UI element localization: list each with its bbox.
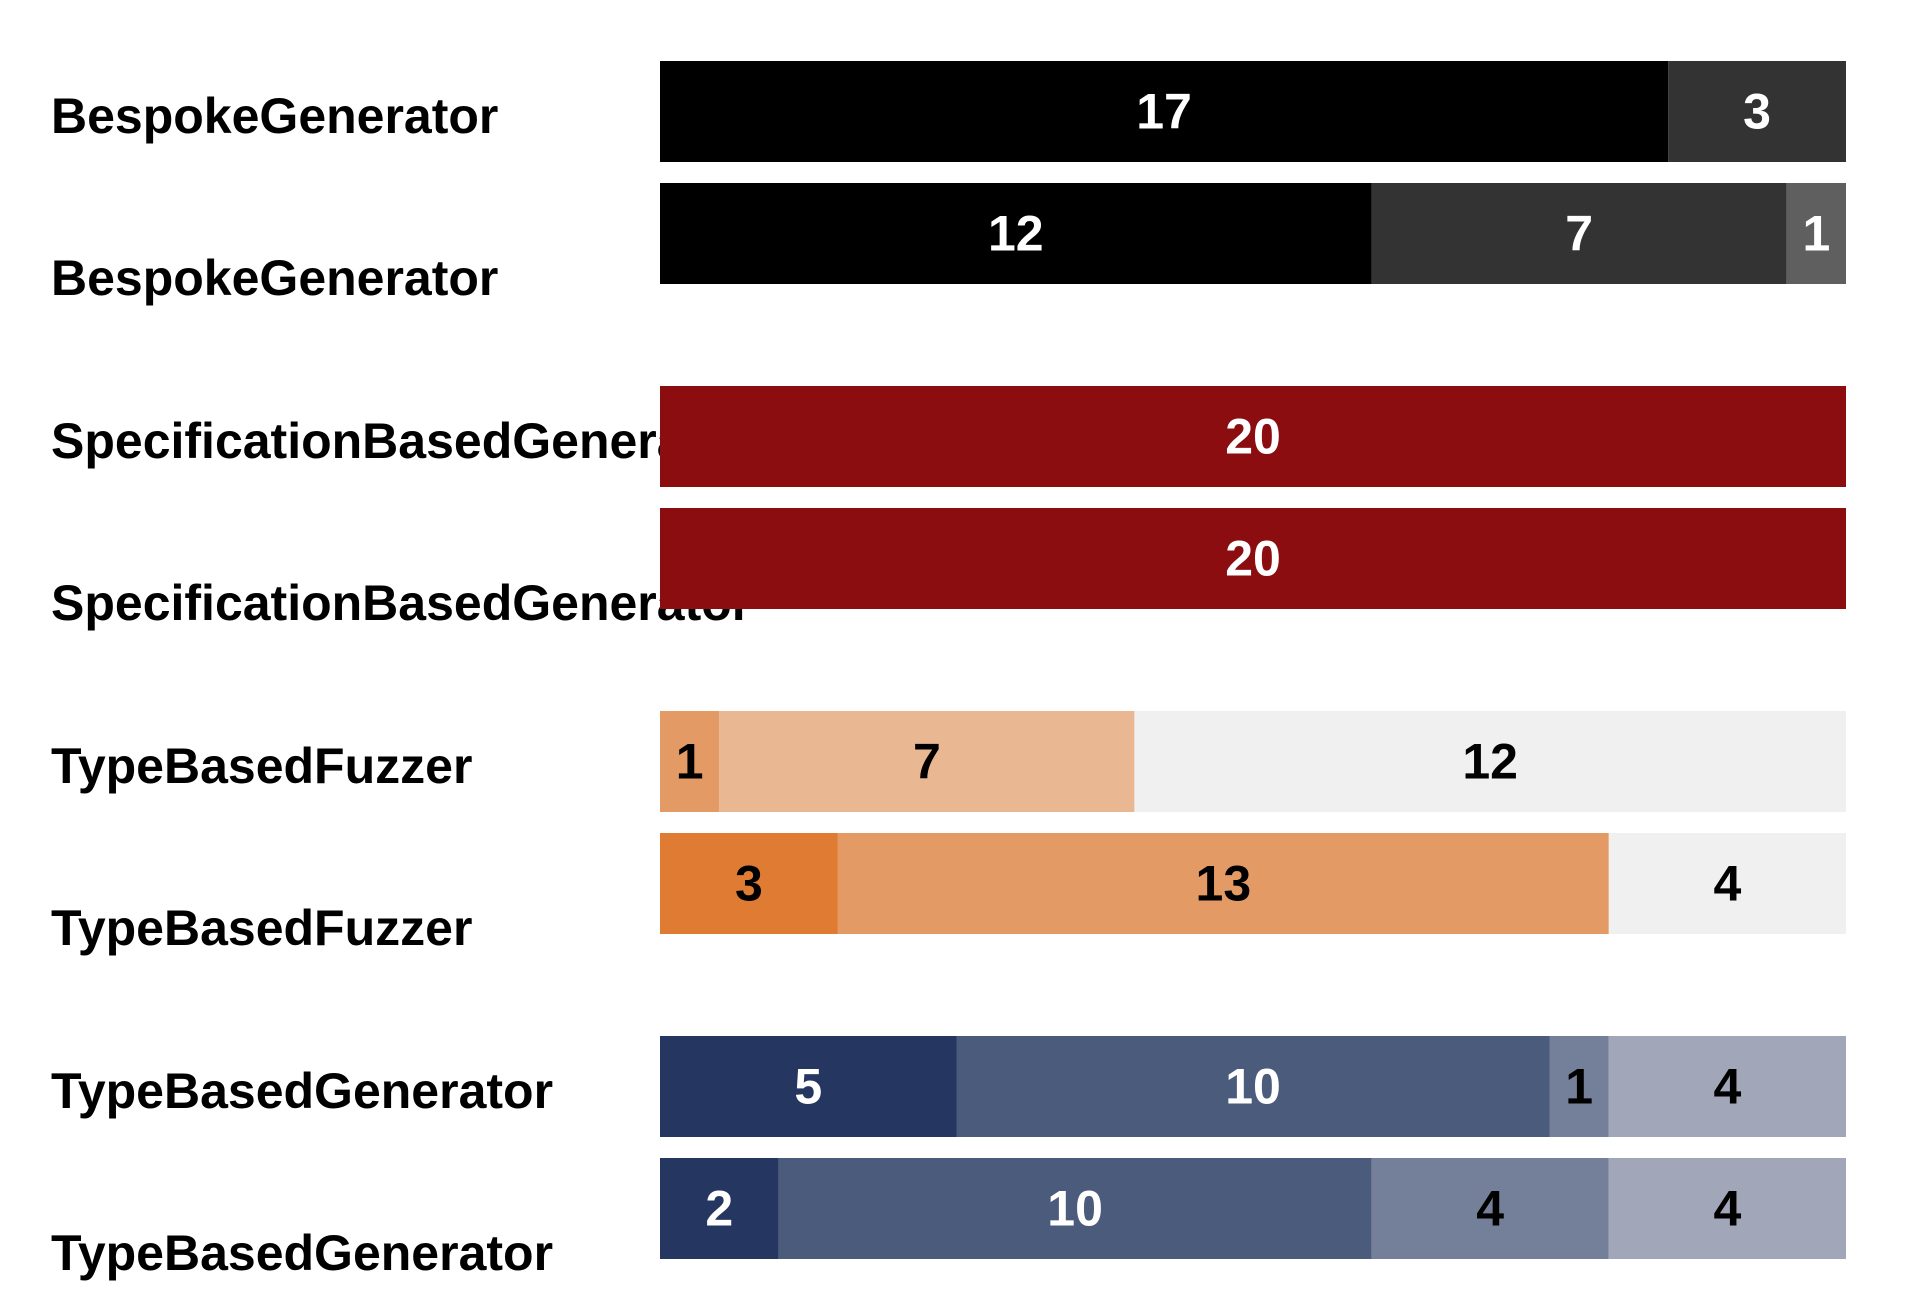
bar-segment bbox=[1608, 1158, 1846, 1259]
bar-segment bbox=[660, 711, 720, 812]
bar-segment-value-label: 12 bbox=[1462, 734, 1518, 790]
bar-segment bbox=[1608, 833, 1846, 934]
row-labels: BespokeGenerator BespokeGenerator Specific… bbox=[51, 88, 751, 1281]
bar-segment-value-label: 3 bbox=[735, 856, 763, 912]
bar-segment bbox=[1371, 183, 1787, 284]
bar-segment-value-label: 17 bbox=[1136, 84, 1192, 140]
bar-segment bbox=[837, 833, 1609, 934]
bar-segment bbox=[1134, 711, 1846, 812]
row-label: TypeBasedGenerator bbox=[51, 1063, 553, 1119]
bar-segment-value-label: 13 bbox=[1196, 856, 1252, 912]
bar-segment-value-label: 3 bbox=[1743, 84, 1771, 140]
bar-segment-value-label: 2 bbox=[705, 1181, 733, 1237]
bar-segment-value-label: 7 bbox=[1565, 206, 1593, 262]
bar-segment-value-label: 12 bbox=[988, 206, 1044, 262]
bar-segment-value-label: 1 bbox=[1565, 1059, 1593, 1115]
row-label: SpecificationBasedGenerator bbox=[51, 575, 751, 631]
bar-segment bbox=[778, 1158, 1372, 1259]
bar-segment-value-label: 4 bbox=[1476, 1181, 1504, 1237]
row-label: BespokeGenerator bbox=[51, 88, 498, 144]
row-label: TypeBasedFuzzer bbox=[51, 738, 472, 794]
bar-segment bbox=[719, 711, 1135, 812]
bar-segment bbox=[660, 1158, 779, 1259]
bar-segment bbox=[660, 508, 1846, 609]
bar-segment-value-label: 4 bbox=[1713, 1181, 1741, 1237]
bar-segment bbox=[660, 833, 838, 934]
bar-segment-value-label: 10 bbox=[1225, 1059, 1281, 1115]
bar-segment-value-label: 1 bbox=[676, 734, 704, 790]
bar-segment-value-label: 7 bbox=[913, 734, 941, 790]
row-label: SpecificationBasedGenerator bbox=[51, 413, 751, 469]
bar-segment-value-label: 20 bbox=[1225, 531, 1281, 587]
row-label: TypeBasedFuzzer bbox=[51, 900, 472, 956]
bar-segment bbox=[660, 386, 1846, 487]
bar-segment bbox=[1786, 183, 1846, 284]
bar-segment-value-label: 20 bbox=[1225, 409, 1281, 465]
bar-segment bbox=[660, 183, 1372, 284]
bar-segment bbox=[1668, 61, 1846, 162]
bar-segment bbox=[1371, 1158, 1609, 1259]
bar-segment-value-label: 10 bbox=[1047, 1181, 1103, 1237]
bar-segment bbox=[956, 1036, 1550, 1137]
row-label: TypeBasedGenerator bbox=[51, 1225, 553, 1281]
bar-segment bbox=[1549, 1036, 1609, 1137]
row-label: BespokeGenerator bbox=[51, 250, 498, 306]
bar-segment-value-label: 4 bbox=[1713, 856, 1741, 912]
bar-segment bbox=[660, 61, 1669, 162]
bar-segment bbox=[660, 1036, 957, 1137]
bar-segment-value-label: 1 bbox=[1802, 206, 1830, 262]
bar-segment bbox=[1608, 1036, 1846, 1137]
bar-segment-value-label: 4 bbox=[1713, 1059, 1741, 1115]
bar-segment-value-label: 5 bbox=[794, 1059, 822, 1115]
